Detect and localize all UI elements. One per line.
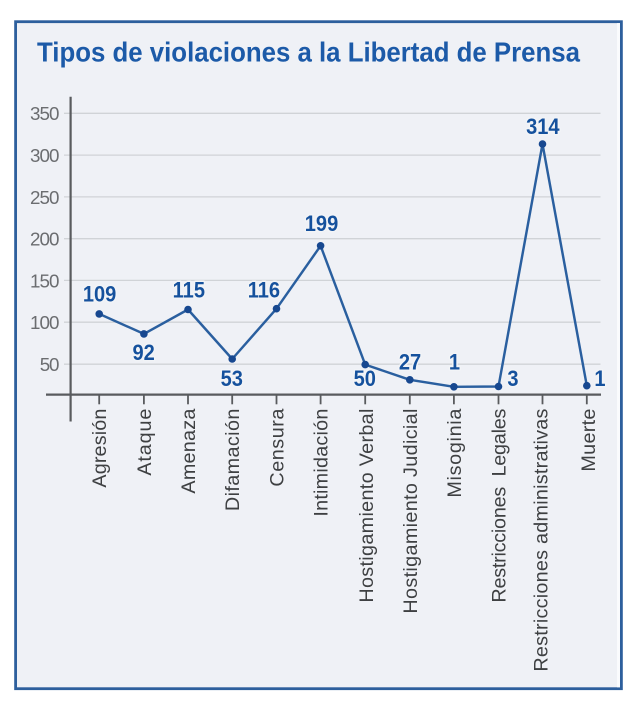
svg-text:199: 199 xyxy=(305,212,338,236)
svg-text:92: 92 xyxy=(132,341,154,365)
svg-text:1: 1 xyxy=(594,367,605,391)
svg-text:1: 1 xyxy=(594,367,605,391)
svg-text:27: 27 xyxy=(399,351,421,375)
svg-text:Muerte: Muerte xyxy=(578,409,600,472)
svg-text:1: 1 xyxy=(449,351,460,375)
svg-text:Censura: Censura xyxy=(267,409,289,487)
svg-text:250: 250 xyxy=(30,187,60,208)
svg-text:Intimidación: Intimidación xyxy=(311,409,333,517)
svg-text:116: 116 xyxy=(248,279,280,303)
svg-text:27: 27 xyxy=(399,351,421,375)
svg-text:100: 100 xyxy=(30,312,60,333)
svg-text:92: 92 xyxy=(132,341,154,365)
svg-text:200: 200 xyxy=(30,229,60,250)
svg-text:Hostigamiento Judicial: Hostigamiento Judicial xyxy=(400,409,422,614)
svg-text:50: 50 xyxy=(354,367,376,391)
svg-text:350: 350 xyxy=(30,103,60,124)
svg-text:199: 199 xyxy=(305,212,338,236)
svg-text:314: 314 xyxy=(526,115,560,139)
svg-text:1: 1 xyxy=(449,351,460,375)
svg-text:109: 109 xyxy=(83,283,116,307)
svg-text:109: 109 xyxy=(83,283,116,307)
svg-text:Difamación: Difamación xyxy=(222,409,244,512)
svg-text:53: 53 xyxy=(221,367,243,391)
svg-text:Agresión: Agresión xyxy=(89,409,111,488)
svg-text:Hostigamiento Verbal: Hostigamiento Verbal xyxy=(356,409,378,603)
svg-text:115: 115 xyxy=(173,279,206,303)
svg-text:Tipos de violaciones a la Libe: Tipos de violaciones a la Libertad de Pr… xyxy=(37,37,581,68)
svg-text:116: 116 xyxy=(248,279,280,303)
svg-text:Misoginia: Misoginia xyxy=(444,409,466,498)
svg-text:3: 3 xyxy=(507,367,518,391)
svg-text:115: 115 xyxy=(173,279,206,303)
svg-text:50: 50 xyxy=(354,367,376,391)
svg-text:50: 50 xyxy=(40,354,60,375)
svg-text:Restricciones administrativas: Restricciones administrativas xyxy=(531,408,553,671)
svg-text:Ataque: Ataque xyxy=(134,409,156,476)
svg-text:3: 3 xyxy=(507,367,518,391)
svg-text:53: 53 xyxy=(221,367,243,391)
svg-text:150: 150 xyxy=(30,270,60,291)
svg-text:Amenaza: Amenaza xyxy=(178,409,200,494)
svg-text:Restricciones Legales: Restricciones Legales xyxy=(489,408,511,602)
svg-text:314: 314 xyxy=(526,115,560,139)
svg-text:300: 300 xyxy=(30,145,60,166)
